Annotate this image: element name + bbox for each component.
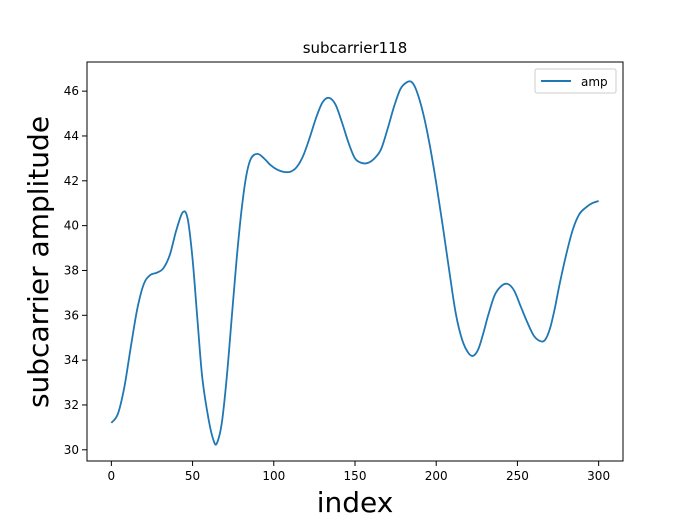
y-tick-label: 30 — [64, 443, 79, 457]
y-tick-label: 42 — [64, 174, 79, 188]
y-tick-label: 34 — [64, 353, 79, 367]
x-tick-label: 50 — [185, 469, 200, 483]
y-tick-label: 38 — [64, 263, 79, 277]
y-tick-label: 36 — [64, 308, 79, 322]
x-axis-label: index — [317, 486, 394, 518]
legend-box — [534, 68, 617, 94]
legend: amp — [534, 68, 617, 94]
y-tick-label: 44 — [64, 129, 79, 143]
series-line-amp — [110, 80, 599, 446]
chart-title: subcarrier118 — [303, 39, 408, 57]
y-axis-label: subcarrier amplitude — [22, 116, 55, 408]
legend-label-amp: amp — [581, 75, 608, 89]
x-tick-label: 100 — [262, 469, 285, 483]
y-tick-label: 40 — [64, 219, 79, 233]
plot-area: 0 50 100 150 200 250 300 30 32 34 36 38 40 42 44 46 — [64, 61, 624, 483]
x-tick-label: 300 — [587, 469, 610, 483]
x-tick-label: 200 — [425, 469, 448, 483]
y-tick-label: 32 — [64, 398, 79, 412]
y-axis: 30 32 34 36 38 40 42 44 46 — [64, 84, 87, 457]
x-axis: 0 50 100 150 200 250 300 — [108, 461, 610, 483]
x-tick-label: 0 — [108, 469, 116, 483]
series-layer — [110, 80, 599, 446]
x-tick-label: 150 — [344, 469, 367, 483]
y-tick-label: 46 — [64, 84, 79, 98]
x-tick-label: 250 — [506, 469, 529, 483]
